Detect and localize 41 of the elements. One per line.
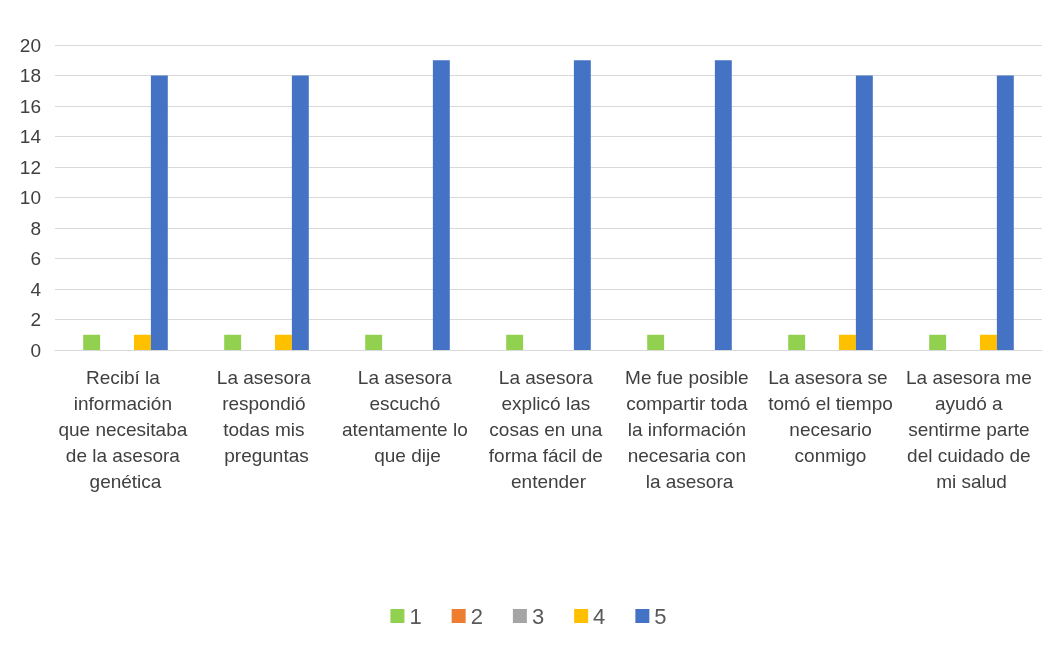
x-tick-label: La asesora escuchó atentamente lo que dije [342, 366, 473, 466]
bar [855, 75, 873, 350]
y-tick-label: 16 [19, 95, 41, 117]
legend-label: 4 [593, 603, 606, 629]
bar [83, 334, 101, 350]
bar [365, 334, 383, 350]
x-tick-label: La asesora se tomó el tiempo necesario conmigo [768, 366, 893, 466]
y-tick-label: 6 [30, 248, 41, 269]
y-tick-label: 2 [30, 309, 41, 330]
y-tick-label: 4 [30, 278, 42, 300]
bar [788, 334, 806, 350]
y-tick-label: 14 [19, 126, 42, 147]
y-tick-label: 0 [30, 339, 41, 361]
y-tick-label: 18 [19, 65, 41, 86]
bar [929, 334, 947, 350]
legend-label: 3 [531, 603, 545, 629]
legend-label: 2 [470, 603, 483, 629]
bar [224, 334, 242, 350]
bar [996, 75, 1014, 350]
bar [150, 75, 168, 350]
bar [432, 60, 450, 350]
y-tick-label: 10 [19, 187, 41, 208]
y-tick-label: 20 [19, 34, 41, 56]
legend-label: 1 [409, 603, 422, 629]
bar [647, 334, 665, 350]
bar [133, 334, 151, 350]
bar [274, 334, 292, 350]
y-tick-label: 12 [19, 156, 41, 178]
bar [291, 75, 309, 350]
bar [714, 60, 732, 350]
x-tick-label: Me fue posible compartir toda la información necesaria con la asesora [625, 366, 754, 492]
y-tick-label: 8 [30, 217, 41, 239]
x-tick-label: Recibí la información que necesitaba de la asesora genética [58, 366, 193, 492]
x-tick-label: La asesora respondió todas mis preguntas [216, 366, 317, 466]
bar [979, 334, 997, 350]
bar [573, 60, 591, 350]
x-tick-label: La asesora explicó las cosas en una forma fácil de entender [488, 366, 609, 492]
bar [506, 334, 524, 350]
bar [838, 334, 856, 350]
legend-label: 5 [654, 603, 667, 629]
x-tick-label: La asesora me ayudó a sentirme parte del cuidado de mi salud [906, 366, 1037, 492]
